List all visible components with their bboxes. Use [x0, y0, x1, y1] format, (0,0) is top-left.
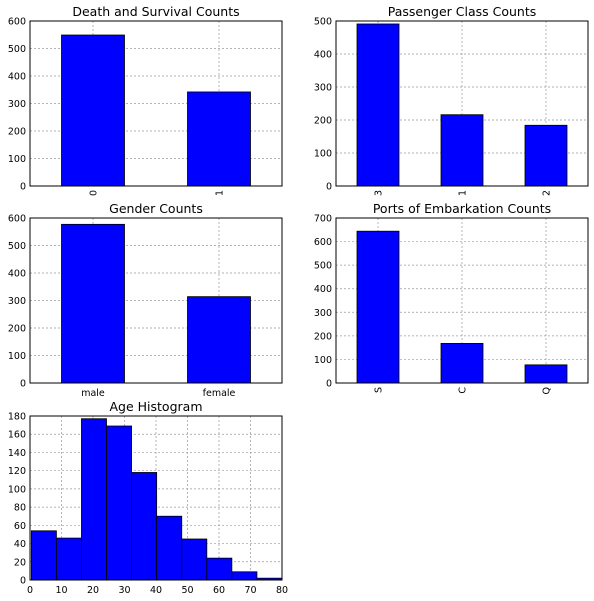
- y-tick-label: 60: [14, 521, 26, 532]
- y-tick-label: 300: [314, 308, 332, 319]
- x-tick-label: male: [81, 388, 105, 399]
- age-histogram-chart: Age Histogram 0 20 40 60 80 100 120 140 160 180 0 10…: [8, 399, 288, 596]
- x-tick-label: 30: [118, 585, 130, 596]
- y-tick-label: 300: [8, 296, 26, 307]
- y-tick-label: 0: [20, 182, 26, 193]
- y-tick-label: 180: [8, 412, 26, 423]
- bar-S: [357, 231, 399, 383]
- y-tick-label: 700: [314, 214, 332, 225]
- x-tick-label: 3: [374, 190, 385, 196]
- y-tick-label: 500: [314, 17, 332, 28]
- y-tick-label: 500: [314, 261, 332, 272]
- x-tick-label: Q: [542, 387, 553, 394]
- y-tick-label: 120: [8, 466, 26, 477]
- y-tick-label: 500: [8, 241, 26, 252]
- y-tick-label: 100: [8, 154, 26, 165]
- y-tick-label: 300: [8, 99, 26, 110]
- x-tick-label: female: [203, 388, 236, 399]
- bar-male: [62, 224, 125, 383]
- y-tick-label: 0: [326, 182, 332, 193]
- y-tick-label: 600: [314, 237, 332, 248]
- histogram-bin: [56, 538, 81, 580]
- y-tick-label: 0: [20, 576, 26, 587]
- x-tick-label: 0: [89, 190, 100, 196]
- histogram-bin: [107, 426, 132, 580]
- histogram-bin: [157, 516, 182, 580]
- bar-1: [188, 92, 251, 186]
- x-tick-label: 20: [87, 585, 99, 596]
- y-tick-label: 140: [8, 448, 26, 459]
- y-tick-label: 0: [326, 379, 332, 390]
- y-tick-label: 200: [314, 331, 332, 342]
- x-tick-label: 80: [276, 585, 288, 596]
- chart-title: Ports of Embarkation Counts: [373, 201, 551, 216]
- y-tick-label: 100: [8, 484, 26, 495]
- histogram-bin: [182, 539, 207, 580]
- y-tick-label: 400: [8, 72, 26, 83]
- histogram-bin: [232, 572, 257, 580]
- chart-title: Passenger Class Counts: [388, 4, 537, 19]
- death-survival-chart: Death and Survival Counts 0 100 200 300 400 50…: [8, 4, 282, 196]
- y-tick-label: 100: [314, 355, 332, 366]
- y-tick-label: 500: [8, 44, 26, 55]
- y-tick-label: 200: [8, 127, 26, 138]
- y-tick-label: 0: [20, 379, 26, 390]
- y-tick-label: 400: [314, 284, 332, 295]
- y-tick-label: 600: [8, 17, 26, 28]
- histogram-bin: [132, 472, 157, 580]
- embarkation-chart: Ports of Embarkation Counts 0 100 200 300 400…: [314, 201, 588, 394]
- y-tick-label: 400: [314, 50, 332, 61]
- x-tick-label: 10: [55, 585, 67, 596]
- x-tick-label: 1: [215, 190, 226, 196]
- histogram-bin: [207, 558, 232, 580]
- x-tick-label: 40: [150, 585, 162, 596]
- x-tick-label: 0: [27, 585, 33, 596]
- y-tick-label: 40: [14, 539, 26, 550]
- y-tick-label: 400: [8, 269, 26, 280]
- bar-3: [357, 24, 399, 186]
- y-tick-label: 300: [314, 83, 332, 94]
- x-tick-label: 2: [542, 190, 553, 196]
- bar-C: [441, 343, 483, 383]
- y-tick-label: 100: [8, 351, 26, 362]
- bar-Q: [525, 365, 567, 383]
- y-tick-label: 80: [14, 503, 26, 514]
- gender-chart: Gender Counts 0 100 200 300 400 500 600 male fema…: [8, 201, 282, 399]
- y-tick-label: 100: [314, 149, 332, 160]
- chart-title: Death and Survival Counts: [72, 4, 239, 19]
- x-tick-label: C: [458, 387, 469, 394]
- bar-2: [525, 125, 567, 186]
- x-tick-label: S: [374, 387, 385, 393]
- y-tick-label: 160: [8, 430, 26, 441]
- chart-title: Gender Counts: [109, 201, 203, 216]
- histogram-bin: [81, 419, 106, 580]
- bar-female: [188, 297, 251, 383]
- y-tick-label: 200: [8, 324, 26, 335]
- y-tick-label: 600: [8, 214, 26, 225]
- y-tick-label: 200: [314, 116, 332, 127]
- x-tick-label: 50: [181, 585, 193, 596]
- bar-0: [62, 35, 125, 186]
- x-tick-label: 1: [458, 190, 469, 196]
- passenger-class-chart: Passenger Class Counts 0 100 200 300 400 500 3 1…: [314, 4, 588, 196]
- x-tick-label: 60: [213, 585, 225, 596]
- histogram-bin: [31, 531, 56, 580]
- bar-1: [441, 115, 483, 186]
- y-tick-label: 20: [14, 557, 26, 568]
- chart-title: Age Histogram: [110, 399, 203, 414]
- x-tick-label: 70: [244, 585, 256, 596]
